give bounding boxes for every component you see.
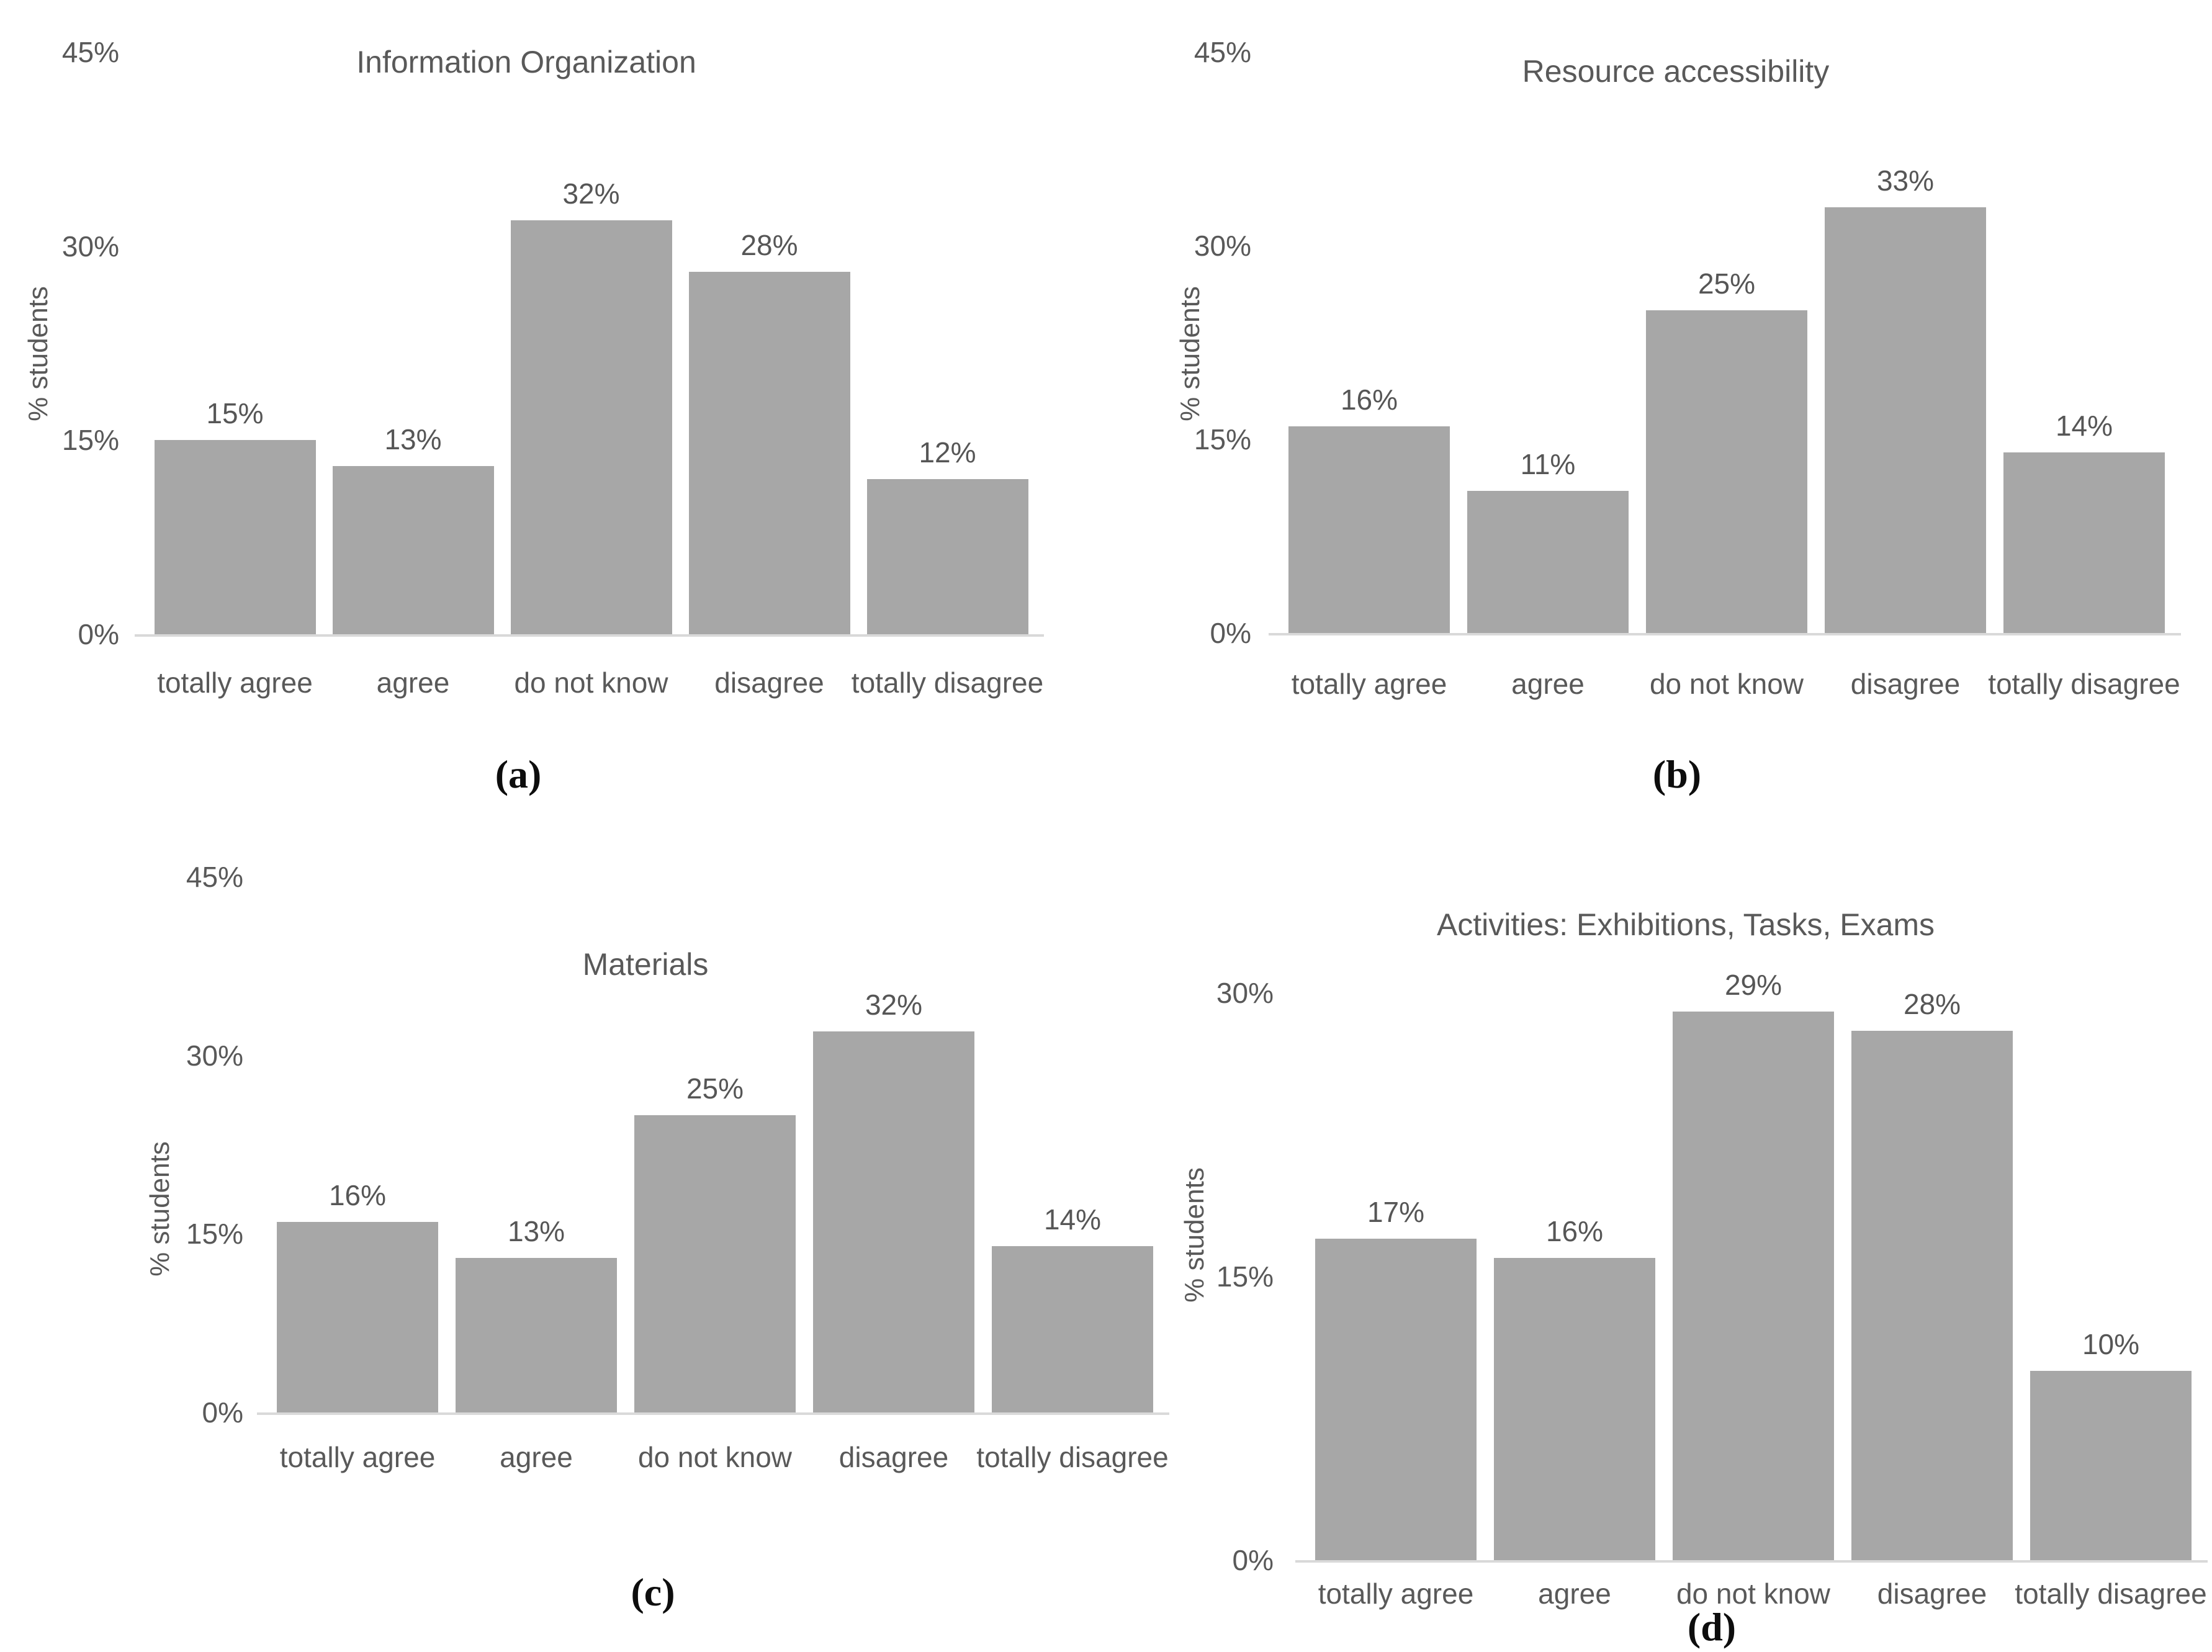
bar-value-label: 13% [384, 423, 442, 456]
bar-totally-disagree [866, 478, 1028, 634]
bar-value-label: 32% [562, 177, 620, 210]
bar-value-label: 25% [686, 1072, 744, 1105]
bar-value-label: 15% [206, 397, 264, 430]
x-category-label: do not know [514, 667, 668, 699]
bar-do-not-know [510, 220, 672, 634]
y-axis-label: % students [145, 1141, 175, 1277]
bar-value-label: 29% [1724, 969, 1783, 1002]
x-category-label: agree [1511, 668, 1585, 700]
chart-title: Information Organization [356, 45, 696, 79]
y-tick-label: 0% [78, 618, 119, 650]
x-category-label: disagree [838, 1441, 949, 1473]
x-category-label: disagree [714, 667, 824, 699]
y-tick-label: 30% [186, 1039, 243, 1072]
bar-value-label: 28% [1903, 987, 1961, 1020]
x-category-label: totally agree [279, 1441, 436, 1473]
bar-value-label: 11% [1520, 448, 1576, 481]
x-category-label: totally agree [157, 667, 313, 699]
bar-value-label: 13% [507, 1214, 565, 1247]
y-tick-label: 15% [61, 424, 119, 457]
bar-totally-agree [1288, 426, 1450, 633]
bar-totally-disagree [992, 1246, 1153, 1412]
bar-value-label: 17% [1367, 1196, 1425, 1229]
x-category-label: do not know [637, 1441, 793, 1473]
panel-caption: (b) [1652, 752, 1702, 796]
bar-value-label: 14% [1043, 1203, 1102, 1236]
bar-totally-agree [154, 440, 316, 634]
bar-do-not-know [634, 1115, 796, 1412]
y-axis-label: % students [1175, 286, 1205, 421]
x-category-label: do not know [1649, 668, 1804, 700]
bar-value-label: 32% [865, 989, 923, 1021]
bar-totally-agree [277, 1222, 438, 1412]
x-category-label: totally disagree [976, 1441, 1169, 1473]
bar-totally-disagree [2003, 452, 2165, 633]
panel-caption: (a) [495, 752, 542, 796]
panel-caption: (c) [631, 1570, 675, 1614]
y-tick-label: 30% [1216, 977, 1274, 1009]
bar-totally-agree [1315, 1239, 1477, 1560]
chart-title: Resource accessibility [1522, 54, 1830, 89]
y-tick-label: 0% [1232, 1544, 1274, 1576]
bar-value-label: 12% [919, 436, 976, 469]
x-category-label: totally disagree [851, 667, 1044, 699]
y-tick-label: 45% [186, 861, 243, 893]
x-axis-baseline [135, 634, 1044, 637]
x-category-label: agree [1538, 1578, 1611, 1610]
bar-value-label: 16% [1340, 384, 1398, 416]
bar-value-label: 16% [328, 1179, 387, 1212]
x-category-label: agree [500, 1441, 573, 1473]
bar-disagree [813, 1031, 974, 1412]
y-tick-label: 30% [1194, 230, 1251, 262]
bar-value-label: 14% [2055, 409, 2113, 442]
bar-disagree [688, 272, 850, 634]
x-axis-baseline [1269, 633, 2181, 635]
bar-value-label: 33% [1876, 164, 1935, 197]
x-axis-baseline [1295, 1560, 2208, 1563]
y-axis-label: % students [1179, 1167, 1210, 1303]
bar-totally-disagree [2030, 1371, 2192, 1560]
x-category-label: totally agree [1291, 668, 1447, 700]
y-tick-label: 15% [186, 1218, 243, 1250]
x-category-label: disagree [1877, 1578, 1987, 1610]
x-category-label: totally disagree [1988, 668, 2180, 700]
x-category-label: do not know [1676, 1578, 1831, 1610]
bar-disagree [1851, 1030, 2013, 1560]
bar-agree [1467, 491, 1629, 633]
bar-value-label: 10% [2082, 1328, 2140, 1361]
x-category-label: disagree [1850, 668, 1961, 700]
y-tick-label: 0% [1210, 617, 1251, 649]
y-tick-label: 45% [61, 36, 119, 68]
x-category-label: totally disagree [2015, 1578, 2207, 1610]
bar-value-label: 16% [1545, 1214, 1604, 1247]
y-tick-label: 15% [1216, 1260, 1274, 1293]
bar-agree [456, 1257, 617, 1412]
bar-disagree [1825, 207, 1986, 633]
y-axis-label: % students [23, 286, 53, 421]
bar-agree [1494, 1257, 1655, 1560]
bar-value-label: 25% [1697, 267, 1756, 300]
chart-title: Activities: Exhibitions, Tasks, Exams [1436, 907, 1935, 942]
bar-do-not-know [1646, 310, 1807, 633]
y-tick-label: 30% [61, 230, 119, 263]
x-axis-baseline [257, 1412, 1169, 1415]
chart-title: Materials [582, 947, 709, 982]
bar-do-not-know [1673, 1012, 1834, 1560]
bar-agree [332, 466, 494, 634]
y-tick-label: 15% [1194, 423, 1251, 456]
panel-caption: (d) [1687, 1605, 1737, 1649]
x-category-label: agree [376, 667, 450, 699]
y-tick-label: 45% [1194, 36, 1251, 68]
y-tick-label: 0% [202, 1396, 243, 1429]
bar-value-label: 28% [740, 229, 798, 262]
x-category-label: totally agree [1318, 1578, 1474, 1610]
